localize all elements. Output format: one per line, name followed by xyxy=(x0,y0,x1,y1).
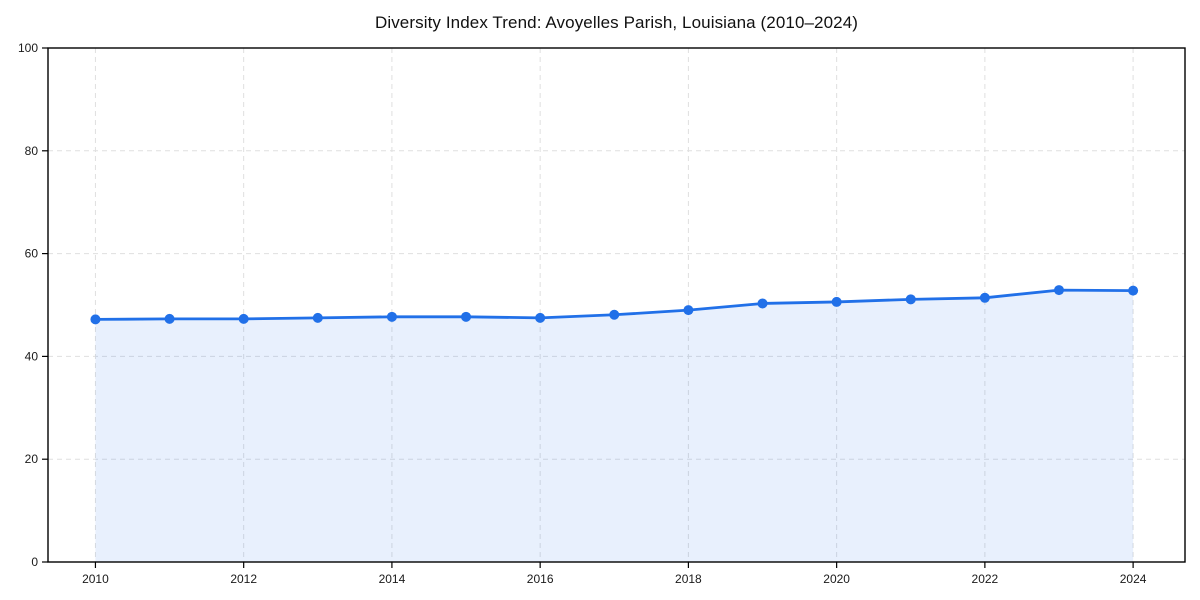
data-point xyxy=(905,294,916,305)
data-point xyxy=(164,313,175,324)
data-point xyxy=(535,312,546,323)
data-point xyxy=(312,312,323,323)
data-point xyxy=(1128,285,1139,296)
data-point xyxy=(90,314,101,325)
x-tick-label: 2014 xyxy=(379,572,406,586)
x-tick-label: 2010 xyxy=(82,572,109,586)
data-point xyxy=(386,311,397,322)
x-tick-label: 2018 xyxy=(675,572,702,586)
y-tick-label: 60 xyxy=(25,247,39,261)
data-point xyxy=(683,305,694,316)
data-point xyxy=(609,309,620,320)
data-point xyxy=(831,296,842,307)
x-tick-label: 2024 xyxy=(1120,572,1147,586)
y-tick-label: 20 xyxy=(25,452,39,466)
x-tick-label: 2022 xyxy=(972,572,999,586)
data-point xyxy=(1053,285,1064,296)
y-tick-label: 80 xyxy=(25,144,39,158)
x-tick-label: 2012 xyxy=(230,572,257,586)
y-tick-label: 40 xyxy=(25,349,39,363)
y-tick-label: 0 xyxy=(31,555,38,569)
area-fill xyxy=(95,290,1134,562)
chart-title: Diversity Index Trend: Avoyelles Parish,… xyxy=(374,13,859,32)
y-tick-label: 100 xyxy=(18,41,38,55)
data-point xyxy=(757,298,768,309)
x-tick-label: 2020 xyxy=(823,572,850,586)
data-point xyxy=(461,311,472,322)
data-point xyxy=(979,292,990,303)
data-point xyxy=(238,313,249,324)
plot-border xyxy=(47,47,1186,563)
x-tick-label: 2016 xyxy=(527,572,554,586)
